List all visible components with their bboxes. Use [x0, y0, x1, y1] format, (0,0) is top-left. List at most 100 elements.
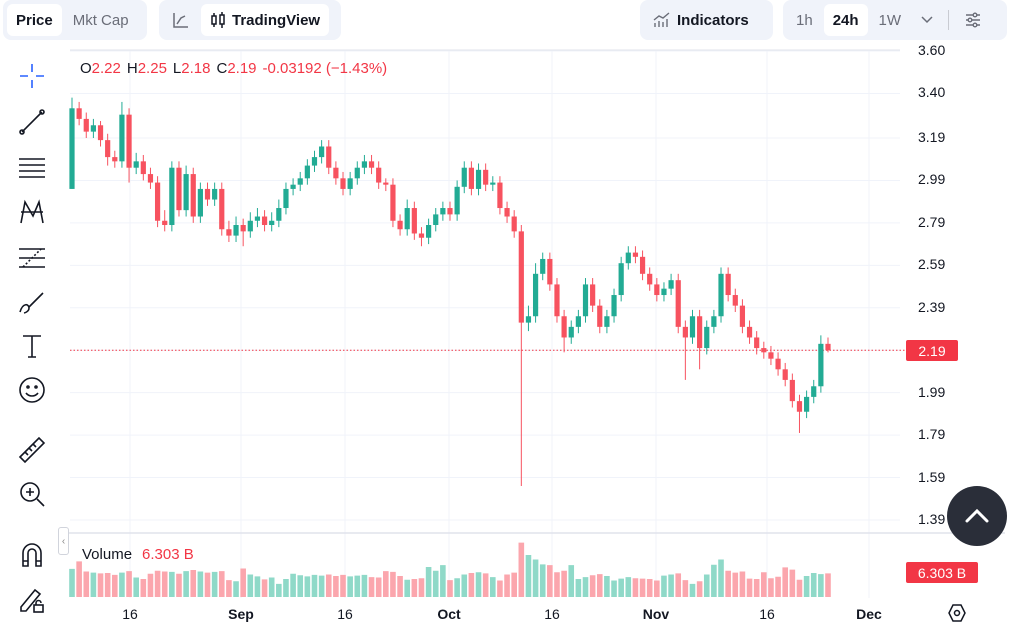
settings-button[interactable]: [955, 4, 991, 36]
trend-line-icon: [19, 109, 45, 135]
indicators-group: Indicators: [640, 0, 773, 40]
volume-bar: [461, 574, 468, 597]
zoom-in-icon: [20, 482, 45, 507]
pattern-icon: [20, 199, 44, 224]
volume-bar: [618, 578, 624, 597]
chart-settings-button[interactable]: [947, 603, 967, 628]
volume-bar: [261, 579, 268, 597]
crosshair-tool[interactable]: [16, 60, 48, 92]
candle-body: [404, 208, 410, 230]
candle-body: [647, 273, 653, 285]
volume-bar: [304, 576, 311, 597]
time-tick: 16: [544, 606, 560, 622]
volume-bar: [361, 574, 368, 597]
ruler-tool[interactable]: [16, 434, 48, 466]
candle-body: [297, 178, 303, 185]
line-chart-button[interactable]: [163, 4, 199, 36]
current-price-tag: 2.19: [906, 340, 958, 361]
candle-body: [140, 161, 146, 175]
candle-body: [361, 161, 368, 168]
volume-bar: [119, 572, 125, 597]
candle-body: [554, 284, 560, 317]
mktcap-tab[interactable]: Mkt Cap: [72, 11, 129, 29]
candle-body: [390, 184, 396, 221]
volume-bar: [625, 577, 632, 597]
text-tool[interactable]: [16, 330, 48, 362]
interval-1w[interactable]: 1W: [878, 11, 902, 29]
candle-body: [212, 188, 218, 200]
fib-tool[interactable]: [16, 242, 48, 274]
horizontal-lines-tool[interactable]: [16, 152, 48, 184]
volume-bar: [489, 577, 496, 597]
candle-body: [632, 252, 639, 257]
tradingview-button[interactable]: TradingView: [201, 4, 330, 36]
candle-body: [97, 125, 104, 141]
interval-24h[interactable]: 24h: [823, 4, 868, 36]
fibonacci-icon: [19, 248, 45, 268]
pattern-tool[interactable]: [16, 196, 48, 228]
candle-body: [147, 174, 154, 183]
candle-body: [461, 167, 467, 187]
volume-bar: [318, 575, 325, 597]
candle-body: [825, 343, 831, 351]
candle-body: [582, 284, 589, 317]
volume-bar: [226, 580, 232, 597]
collapse-toolbar-button[interactable]: ‹: [58, 527, 69, 555]
time-tick: 16: [337, 606, 353, 622]
open-value: 2.22: [91, 60, 121, 77]
candle-body: [561, 316, 567, 338]
interval-dropdown[interactable]: [912, 4, 942, 36]
price-tick: 1.79: [918, 426, 946, 443]
candle-body: [796, 401, 803, 412]
lock-drawings-tool[interactable]: [16, 584, 48, 616]
candle-body: [704, 326, 710, 349]
interval-1h[interactable]: 1h: [796, 11, 813, 29]
volume-bar: [411, 579, 418, 597]
volume-bar: [632, 578, 639, 597]
volume-label: Volume: [82, 546, 133, 563]
candle-body: [675, 280, 681, 327]
close-value: 2.19: [227, 60, 257, 77]
drawing-toolbar: [0, 48, 62, 623]
volume-bar: [611, 580, 617, 597]
volume-bar: [532, 559, 539, 597]
volume-bar: [190, 570, 197, 597]
line-chart-icon: [173, 13, 188, 28]
volume-bar: [233, 581, 239, 597]
candle-body: [219, 188, 225, 230]
chevron-up-icon: [965, 508, 989, 523]
candle-body: [789, 379, 795, 402]
candle-body: [411, 208, 417, 234]
indicators-button[interactable]: Indicators: [644, 4, 758, 36]
candle-body: [426, 225, 432, 238]
candle-body: [126, 114, 132, 168]
candle-body: [625, 252, 631, 264]
candle-body: [354, 167, 360, 179]
candle-body: [532, 273, 539, 317]
horizontal-lines-icon: [19, 158, 45, 178]
volume-bar: [76, 561, 82, 597]
candle-body: [511, 216, 517, 232]
zoom-tool[interactable]: [16, 478, 48, 510]
volume-bar: [596, 574, 603, 597]
open-key: O: [80, 60, 92, 77]
volume-bar: [561, 570, 567, 597]
time-tick: 16: [122, 606, 138, 622]
candle-body: [440, 208, 446, 215]
volume-bar: [183, 571, 189, 597]
volume-bar: [468, 573, 475, 597]
candle-body: [283, 188, 289, 209]
price-tab[interactable]: Price: [7, 4, 62, 36]
candle-body: [397, 220, 403, 230]
candle-body: [154, 182, 161, 221]
scroll-to-top-button[interactable]: [947, 486, 1007, 546]
candle-body: [226, 229, 232, 236]
trendline-tool[interactable]: [16, 106, 48, 138]
candle-body: [639, 256, 646, 274]
candle-body: [433, 214, 439, 226]
magnet-tool[interactable]: [16, 539, 48, 571]
emoji-tool[interactable]: [16, 374, 48, 406]
candle-body: [654, 284, 660, 296]
brush-tool[interactable]: [16, 286, 48, 318]
